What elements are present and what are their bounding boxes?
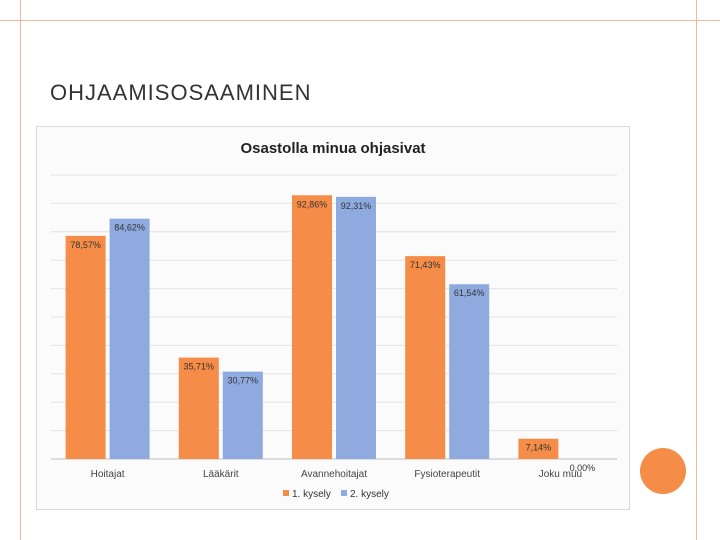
data-label-series1-0: 78,57% [70, 240, 101, 250]
category-label-4: Joku muu [539, 469, 582, 480]
data-label-series1-4: 7,14% [526, 443, 552, 453]
legend-label-1: 1. kysely [292, 489, 331, 500]
data-label-series2-2: 92,31% [341, 201, 372, 211]
bar-series1-2 [292, 195, 332, 460]
bar-series2-3 [449, 284, 490, 459]
chart-container: Osastolla minua ohjasivat 78,57% 84,62% Hoi… [36, 126, 630, 510]
data-label-series2-0: 84,62% [114, 223, 145, 233]
frame-line-left [20, 0, 21, 540]
legend-label-2: 2. kysely [350, 489, 389, 500]
slide-title: OHJAAMISOSAAMINEN [50, 80, 312, 105]
bar-series2-0 [109, 218, 150, 459]
bar-series2-1 [222, 371, 263, 459]
bar-series1-0 [65, 235, 106, 459]
bar-series2-2 [336, 196, 376, 459]
data-label-series1-1: 35,71% [184, 362, 215, 372]
bar-series1-3 [405, 256, 446, 459]
legend-swatch-1 [283, 490, 289, 496]
bar-series1-1 [178, 357, 219, 459]
bar-chart: Osastolla minua ohjasivat 78,57% 84,62% Hoi… [51, 140, 617, 500]
legend-swatch-2 [341, 490, 347, 496]
frame-line-top [0, 20, 720, 21]
category-label-0: Hoitajat [91, 469, 125, 480]
bar-series1-4 [518, 438, 559, 459]
frame-line-right [696, 0, 697, 540]
data-label-series1-2: 92,86% [297, 199, 328, 209]
chart-title: Osastolla minua ohjasivat [240, 140, 425, 157]
data-label-series2-1: 30,77% [228, 376, 259, 386]
data-label-series2-4: 0,00% [570, 463, 596, 473]
data-label-series1-3: 71,43% [410, 260, 441, 270]
category-label-3: Fysioterapeutit [414, 469, 480, 480]
decorative-circle [640, 448, 686, 494]
category-label-2: Avannehoitajat [301, 469, 367, 480]
category-label-1: Lääkärit [203, 469, 239, 480]
data-label-series2-3: 61,54% [454, 288, 485, 298]
